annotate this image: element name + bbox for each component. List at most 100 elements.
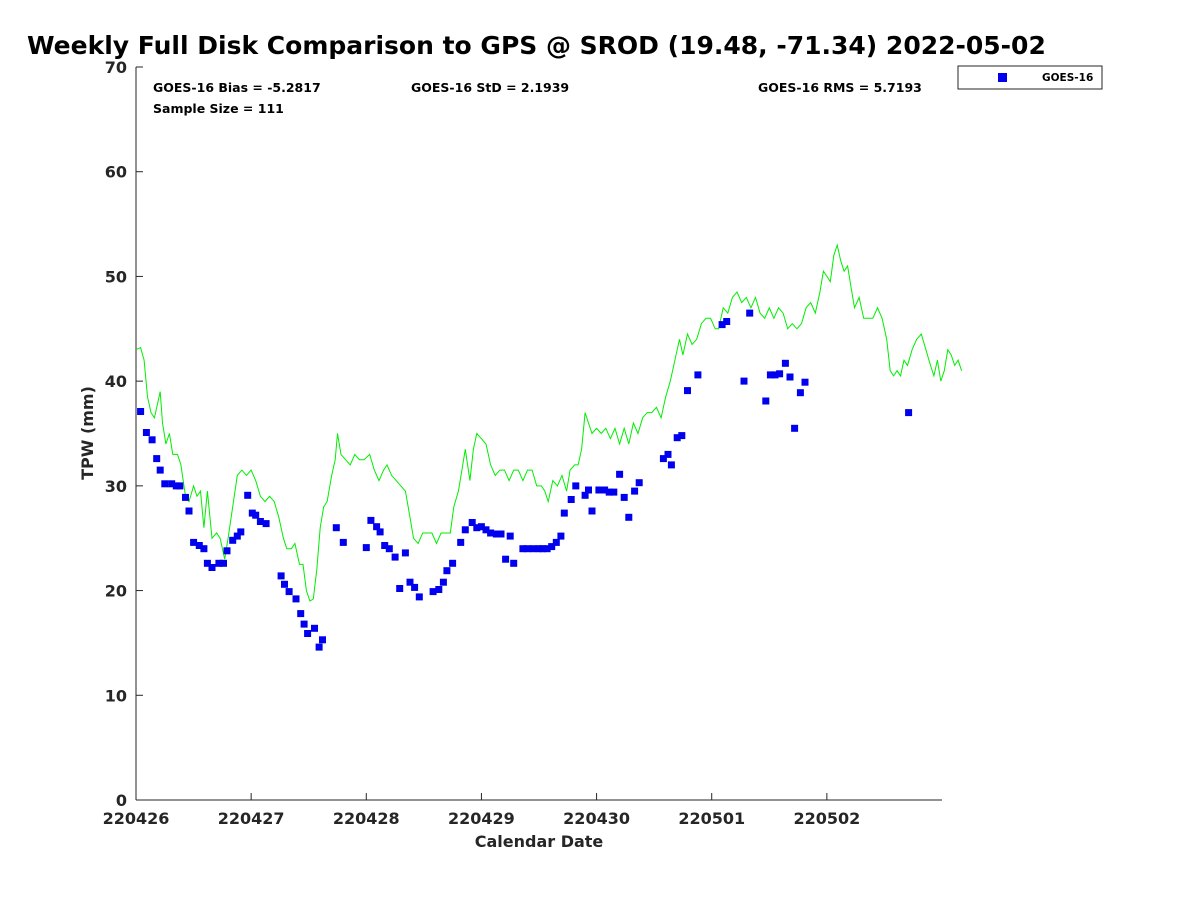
data-point-goes16 [449,559,457,567]
data-point-goes16 [635,479,643,487]
y-tick-label: 30 [105,477,127,496]
data-point-goes16 [156,466,164,474]
data-point-goes16 [161,480,169,488]
data-point-goes16 [203,559,211,567]
x-tick-label: 220428 [333,809,400,828]
data-point-goes16 [766,371,774,379]
data-point-goes16 [552,538,560,546]
data-point-goes16 [497,530,505,538]
y-axis-label: TPW (mm) [78,386,97,480]
data-point-goes16 [678,432,686,440]
data-point-goes16 [381,542,389,549]
data-point-goes16 [631,487,639,495]
data-point-goes16 [153,455,161,463]
data-point-goes16 [796,389,804,397]
data-point-goes16 [281,580,288,588]
y-tick-label: 10 [105,686,127,705]
data-point-goes16 [762,397,770,405]
data-point-goes16 [529,545,537,553]
y-tick-label: 70 [105,58,127,77]
data-point-goes16 [401,549,409,557]
data-point-goes16 [376,528,384,536]
data-point-goes16 [391,553,399,561]
data-point-goes16 [285,588,293,596]
data-point-goes16 [315,643,323,651]
data-point-goes16 [277,572,285,580]
data-point-goes16 [781,359,789,367]
data-point-goes16 [664,450,672,458]
data-point-goes16 [477,523,485,531]
data-point-goes16 [473,524,481,532]
data-point-goes16 [142,429,150,436]
data-point-goes16 [223,547,231,555]
data-point-goes16 [297,610,305,618]
x-tick-label: 220502 [793,809,860,828]
data-point-goes16 [319,636,326,644]
plot-area [135,67,942,801]
data-point-goes16 [367,516,375,524]
data-point-goes16 [396,585,404,592]
data-point-goes16 [311,624,318,632]
data-point-goes16 [510,559,518,567]
data-point-goes16 [519,545,527,553]
data-point-goes16 [771,371,779,379]
data-point-goes16 [300,620,308,628]
data-point-goes16 [229,536,237,544]
legend-label-goes16: GOES-16 [1042,72,1093,84]
data-point-goes16 [776,370,784,378]
data-point-goes16 [339,538,347,546]
x-tick-label: 220430 [563,809,630,828]
data-point-goes16 [585,486,592,494]
chart-title: Weekly Full Disk Comparison to GPS @ SRO… [27,31,1046,60]
stat-bias: GOES-16 Bias = -5.2817 [153,80,321,95]
data-point-goes16 [659,455,667,463]
x-tick-label: 220427 [218,809,285,828]
data-point-goes16 [616,470,624,478]
x-axis-label: Calendar Date [475,832,604,851]
data-point-goes16 [168,480,176,488]
data-point-goes16 [190,538,198,546]
data-point-goes16 [492,530,500,538]
data-point-goes16 [443,567,451,575]
stat-std: GOES-16 StD = 2.1939 [411,80,569,95]
data-point-goes16 [786,373,794,381]
data-point-goes16 [415,593,423,601]
data-point-goes16 [468,519,476,526]
y-tick-label: 0 [116,791,127,810]
data-point-goes16 [406,578,414,586]
data-point-goes16 [233,532,241,540]
data-point-goes16 [185,507,193,515]
data-point-goes16 [801,378,809,386]
y-tick-label: 20 [105,582,127,601]
data-point-goes16 [610,488,618,496]
data-point-goes16 [620,493,628,501]
y-tick-label: 50 [105,267,127,286]
data-point-goes16 [137,408,145,415]
data-point-goes16 [487,529,495,537]
x-tick-label: 220426 [103,809,170,828]
data-point-goes16 [673,434,681,442]
data-point-goes16 [435,586,443,593]
legend: GOES-16 [957,65,1103,90]
data-point-goes16 [429,588,437,596]
data-point-goes16 [746,309,754,317]
data-point-goes16 [200,545,208,553]
legend-box [957,65,1103,90]
data-point-goes16 [588,507,596,515]
data-point-goes16 [791,424,799,432]
y-tick-label: 60 [105,163,127,182]
data-point-goes16 [524,545,531,553]
x-tick-label: 220501 [678,809,745,828]
data-point-goes16 [548,543,556,551]
x-axis-ticks: 220426 220427 220428 220429 220430 220501 2205… [103,793,860,828]
data-point-goes16 [292,595,300,603]
data-point-goes16 [215,559,223,567]
data-point-goes16 [244,491,252,499]
series-line-gps [135,243,963,602]
data-point-goes16 [220,559,227,567]
data-point-goes16 [439,578,447,586]
data-point-goes16 [461,526,469,534]
data-point-goes16 [256,518,264,525]
y-axis-ticks: 0 10 20 30 40 50 60 70 [105,58,143,810]
